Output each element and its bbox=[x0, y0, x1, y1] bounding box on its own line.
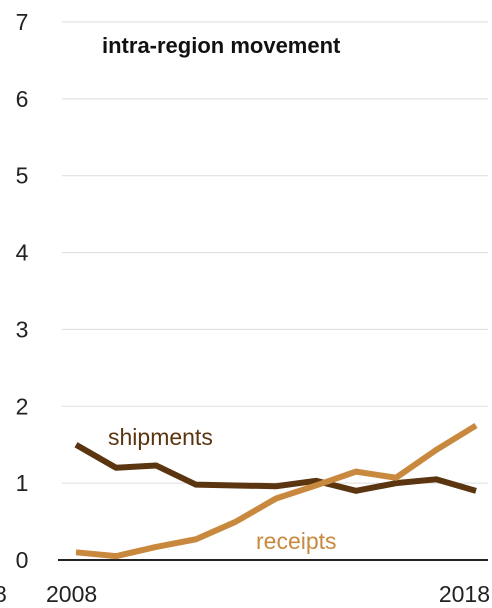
y-tick-label: 3 bbox=[16, 316, 29, 342]
series-label-receipts: receipts bbox=[256, 528, 337, 554]
y-tick-label: 1 bbox=[16, 470, 29, 496]
gridlines bbox=[62, 21, 488, 484]
y-tick-label: 7 bbox=[16, 9, 29, 35]
x-axis-ticks: 2008 2018 bbox=[46, 581, 490, 607]
series-line-shipments bbox=[74, 442, 477, 494]
clipped-tick-label: 8 bbox=[0, 581, 7, 607]
y-axis-ticks: 0 1 2 3 4 5 6 7 bbox=[16, 9, 29, 573]
y-tick-label: 0 bbox=[16, 547, 29, 573]
x-tick-label: 2008 bbox=[46, 581, 97, 607]
y-tick-label: 6 bbox=[16, 86, 29, 112]
chart-title: intra-region movement bbox=[102, 33, 341, 58]
x-tick-label: 2018 bbox=[439, 581, 490, 607]
y-tick-label: 5 bbox=[16, 163, 29, 189]
series-lines bbox=[74, 422, 478, 560]
y-tick-label: 4 bbox=[16, 240, 29, 266]
series-line-receipts bbox=[75, 422, 478, 560]
series-label-shipments: shipments bbox=[108, 424, 213, 450]
series-labels: shipments receipts bbox=[108, 424, 337, 554]
y-tick-label: 2 bbox=[16, 393, 29, 419]
